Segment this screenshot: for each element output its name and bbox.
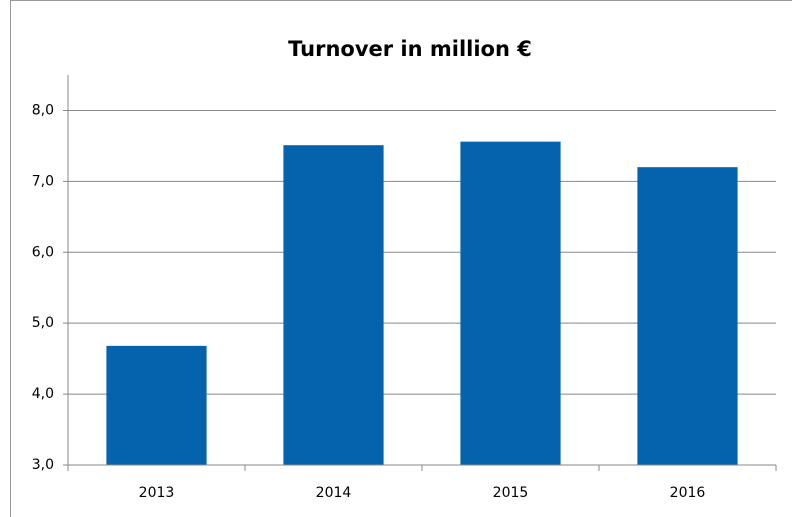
y-tick-label: 3,0 bbox=[32, 457, 54, 473]
y-tick-label: 6,0 bbox=[32, 244, 54, 260]
y-tick-label: 5,0 bbox=[32, 315, 54, 331]
y-tick-label: 8,0 bbox=[32, 102, 54, 118]
y-tick-label: 7,0 bbox=[32, 173, 54, 189]
bar bbox=[106, 345, 207, 465]
y-tick-label: 4,0 bbox=[32, 386, 54, 402]
x-tick-label: 2014 bbox=[316, 485, 352, 501]
x-tick-label: 2015 bbox=[493, 485, 529, 501]
bar bbox=[637, 167, 738, 465]
bar bbox=[460, 141, 561, 465]
bar bbox=[283, 145, 384, 465]
x-tick-label: 2013 bbox=[139, 485, 175, 501]
x-tick-label: 2016 bbox=[670, 485, 706, 501]
chart-title: Turnover in million € bbox=[288, 37, 532, 61]
